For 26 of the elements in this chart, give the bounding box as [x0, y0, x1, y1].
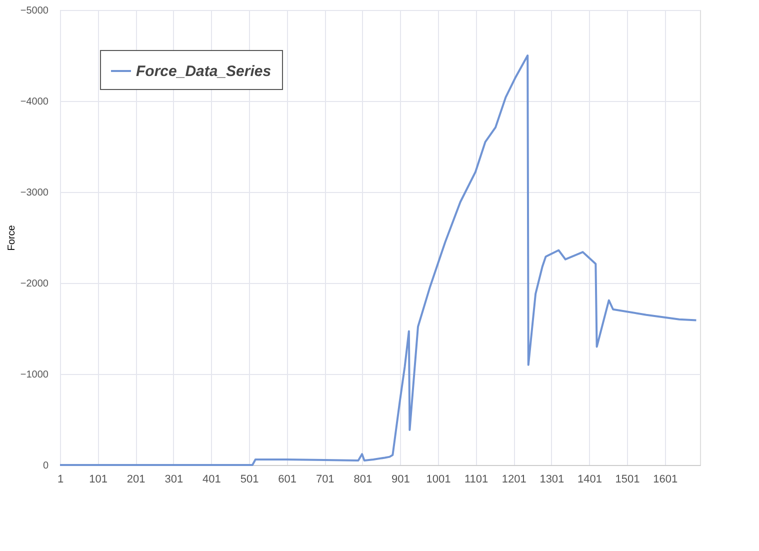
- x-tick-label: 501: [240, 474, 259, 486]
- x-tick-label: 901: [392, 474, 410, 486]
- x-tick-label: 701: [316, 474, 334, 486]
- x-tick-label: 301: [164, 474, 184, 486]
- x-tick-label: 1101: [464, 474, 488, 486]
- y-tick-label: −3000: [20, 188, 49, 198]
- x-tick-label: 201: [126, 474, 146, 486]
- x-tick-label: 1201: [502, 474, 526, 486]
- x-tick-label: 401: [202, 474, 221, 486]
- x-tick-label: 1401: [577, 474, 602, 486]
- y-tick-label: −4000: [20, 96, 49, 108]
- x-tick-label: 1301: [540, 474, 564, 486]
- x-tick-label: 101: [89, 474, 108, 486]
- x-tick-label: 1501: [615, 474, 640, 486]
- y-tick-label: −5000: [20, 6, 49, 16]
- x-tick-label: 1: [57, 474, 64, 486]
- x-tick-label: 601: [278, 474, 296, 486]
- legend-label: Force_Data_Series: [136, 63, 272, 80]
- x-tick-label: 1601: [653, 474, 678, 486]
- x-tick-label: 801: [354, 474, 372, 486]
- y-tick-label: 0: [42, 460, 49, 472]
- line-series: [59, 54, 698, 466]
- y-axis-title: Force: [6, 224, 18, 251]
- x-tick-label: 1001: [426, 474, 451, 486]
- y-tick-label: −2000: [20, 278, 49, 290]
- y-tick-label: −1000: [20, 370, 49, 380]
